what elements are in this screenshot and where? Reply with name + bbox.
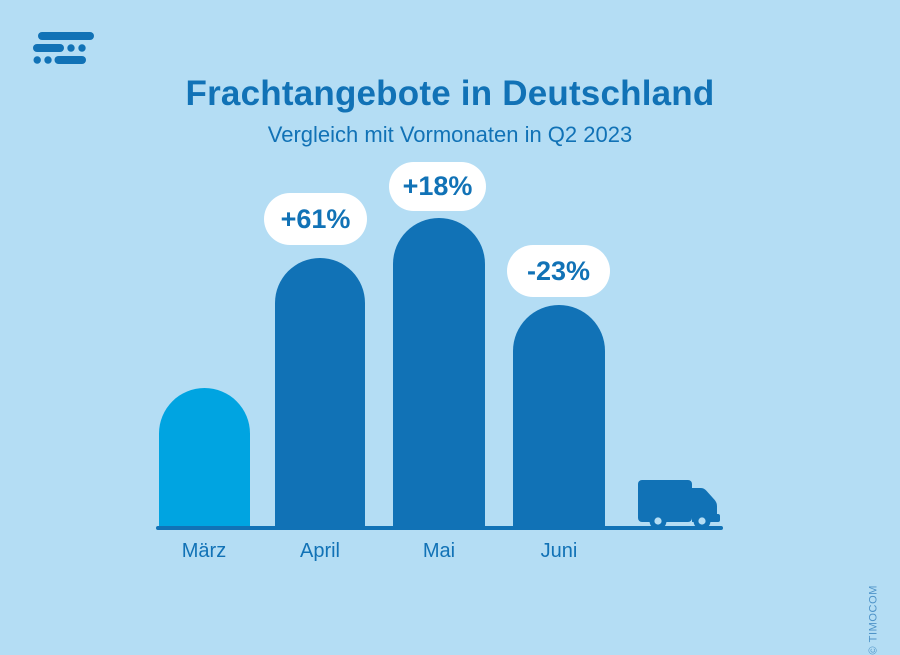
badge-april-change-label: +61%	[280, 203, 351, 234]
infographic-canvas: Frachtangebote in Deutschland Vergleich …	[33, 32, 880, 655]
badge-mai-change-label: +18%	[402, 171, 473, 201]
page-title: Frachtangebote in Deutschland	[185, 74, 715, 113]
x-label-mai: Mai	[422, 540, 456, 562]
badge-juni-change-label: -23%	[526, 255, 591, 286]
bar-mai	[393, 218, 485, 530]
copyright-notice: © TIMOCOM	[868, 585, 880, 655]
badge-juni-change: -23%	[507, 245, 610, 297]
truck-icon	[638, 480, 720, 530]
badge-april-change: +61%	[264, 193, 367, 245]
x-label-april: April	[299, 540, 340, 562]
x-label-juni: Juni	[540, 540, 578, 562]
bar-april	[275, 258, 365, 530]
timocom-logo-icon	[33, 32, 94, 64]
badge-mai-change: +18%	[389, 162, 486, 211]
x-label-maerz: März	[181, 540, 227, 562]
bar-juni	[513, 305, 605, 530]
x-axis-baseline	[156, 526, 723, 530]
page-subtitle: Vergleich mit Vormonaten in Q2 2023	[267, 122, 633, 147]
bar-maerz	[159, 388, 250, 530]
